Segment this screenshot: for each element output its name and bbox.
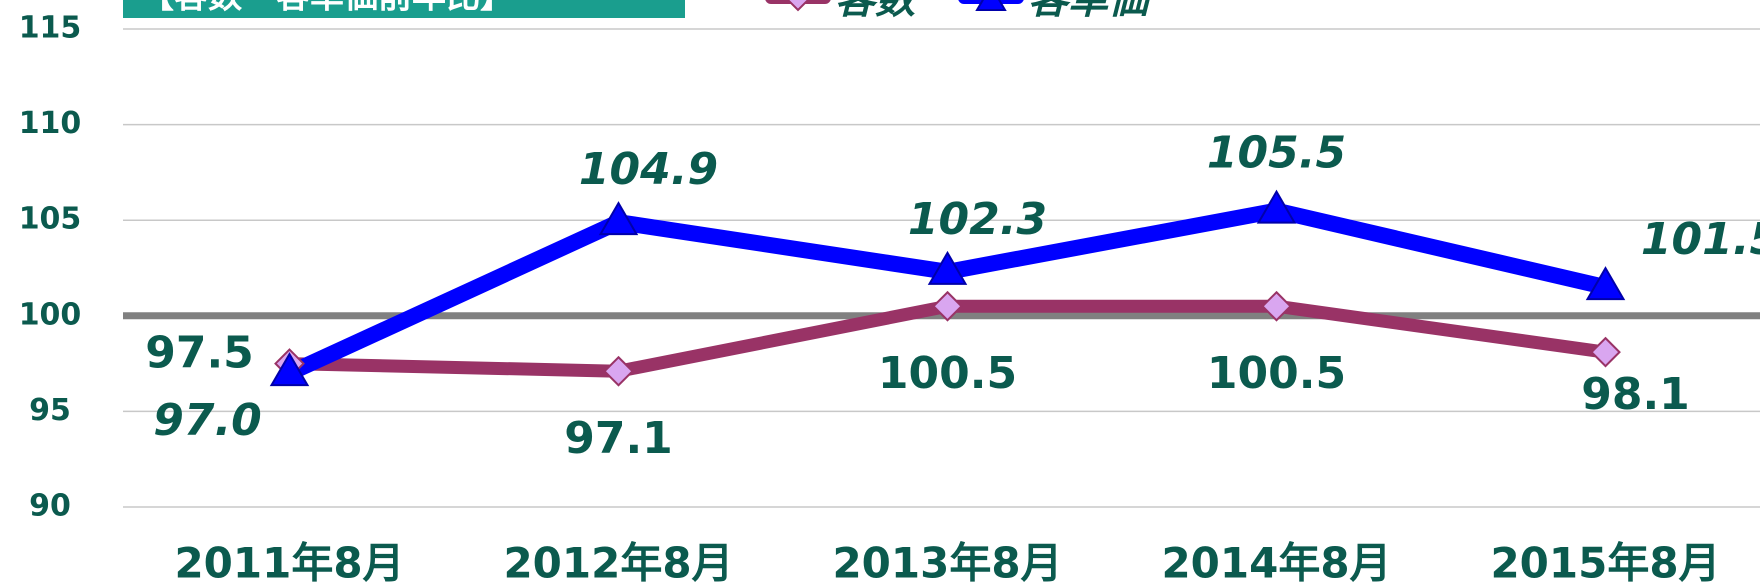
y-tick-label: 100 <box>19 297 82 332</box>
point-marker <box>932 290 963 322</box>
point-marker <box>603 355 634 387</box>
point-marker <box>927 250 968 285</box>
legend-label: 客単価 <box>1028 0 1155 23</box>
data-label: 100.5 <box>1207 348 1346 399</box>
y-tick-label: 115 <box>19 11 82 46</box>
x-tick-label: 2013年8月 <box>832 539 1062 588</box>
point-marker <box>1256 189 1297 224</box>
legend-marker <box>786 0 810 12</box>
point-marker <box>1261 290 1292 322</box>
x-tick-label: 2014年8月 <box>1161 539 1391 588</box>
y-tick-label: 105 <box>19 202 82 237</box>
y-tick-label: 90 <box>29 489 71 524</box>
legend-marker <box>975 0 1007 11</box>
data-label: 97.0 <box>153 395 262 446</box>
point-marker <box>1590 336 1621 368</box>
x-tick-label: 2012年8月 <box>503 539 733 588</box>
data-label: 101.5 <box>1641 214 1760 265</box>
data-label: 100.5 <box>878 348 1017 399</box>
point-marker <box>598 201 639 236</box>
data-label: 97.1 <box>564 413 673 464</box>
point-marker <box>269 352 310 387</box>
y-tick-label: 95 <box>29 393 71 428</box>
y-tick-label: 110 <box>19 106 82 141</box>
x-tick-label: 2011年8月 <box>174 539 404 588</box>
data-label: 104.9 <box>579 144 718 195</box>
data-label: 105.5 <box>1207 128 1346 179</box>
data-label: 98.1 <box>1581 369 1690 420</box>
point-marker <box>1585 266 1626 301</box>
legend-label: 客数 <box>835 0 921 23</box>
x-tick-label: 2015年8月 <box>1490 539 1720 588</box>
chart-title: 【客数・客単価前年比】 <box>140 0 514 17</box>
data-label: 102.3 <box>908 194 1047 245</box>
data-label: 97.5 <box>145 328 254 379</box>
title-box <box>123 0 685 18</box>
